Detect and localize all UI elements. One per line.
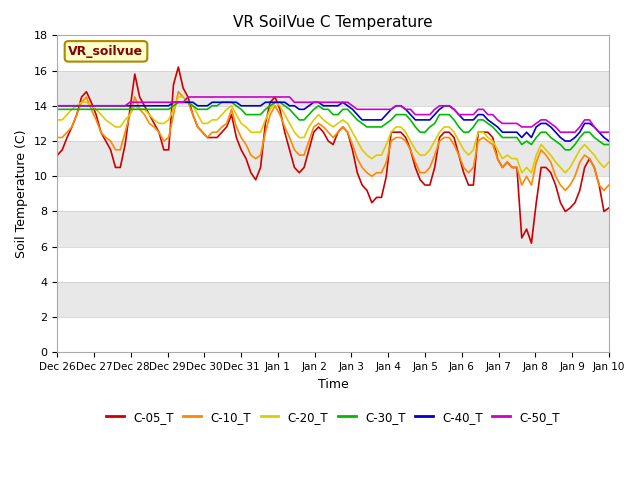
Bar — [58, 71, 609, 106]
Text: VR_soilvue: VR_soilvue — [68, 45, 143, 58]
Y-axis label: Soil Temperature (C): Soil Temperature (C) — [15, 130, 28, 258]
X-axis label: Time: Time — [317, 378, 349, 391]
Legend: C-05_T, C-10_T, C-20_T, C-30_T, C-40_T, C-50_T: C-05_T, C-10_T, C-20_T, C-30_T, C-40_T, … — [102, 406, 564, 428]
Bar — [58, 141, 609, 176]
Bar — [58, 212, 609, 247]
Title: VR SoilVue C Temperature: VR SoilVue C Temperature — [234, 15, 433, 30]
Bar — [58, 282, 609, 317]
